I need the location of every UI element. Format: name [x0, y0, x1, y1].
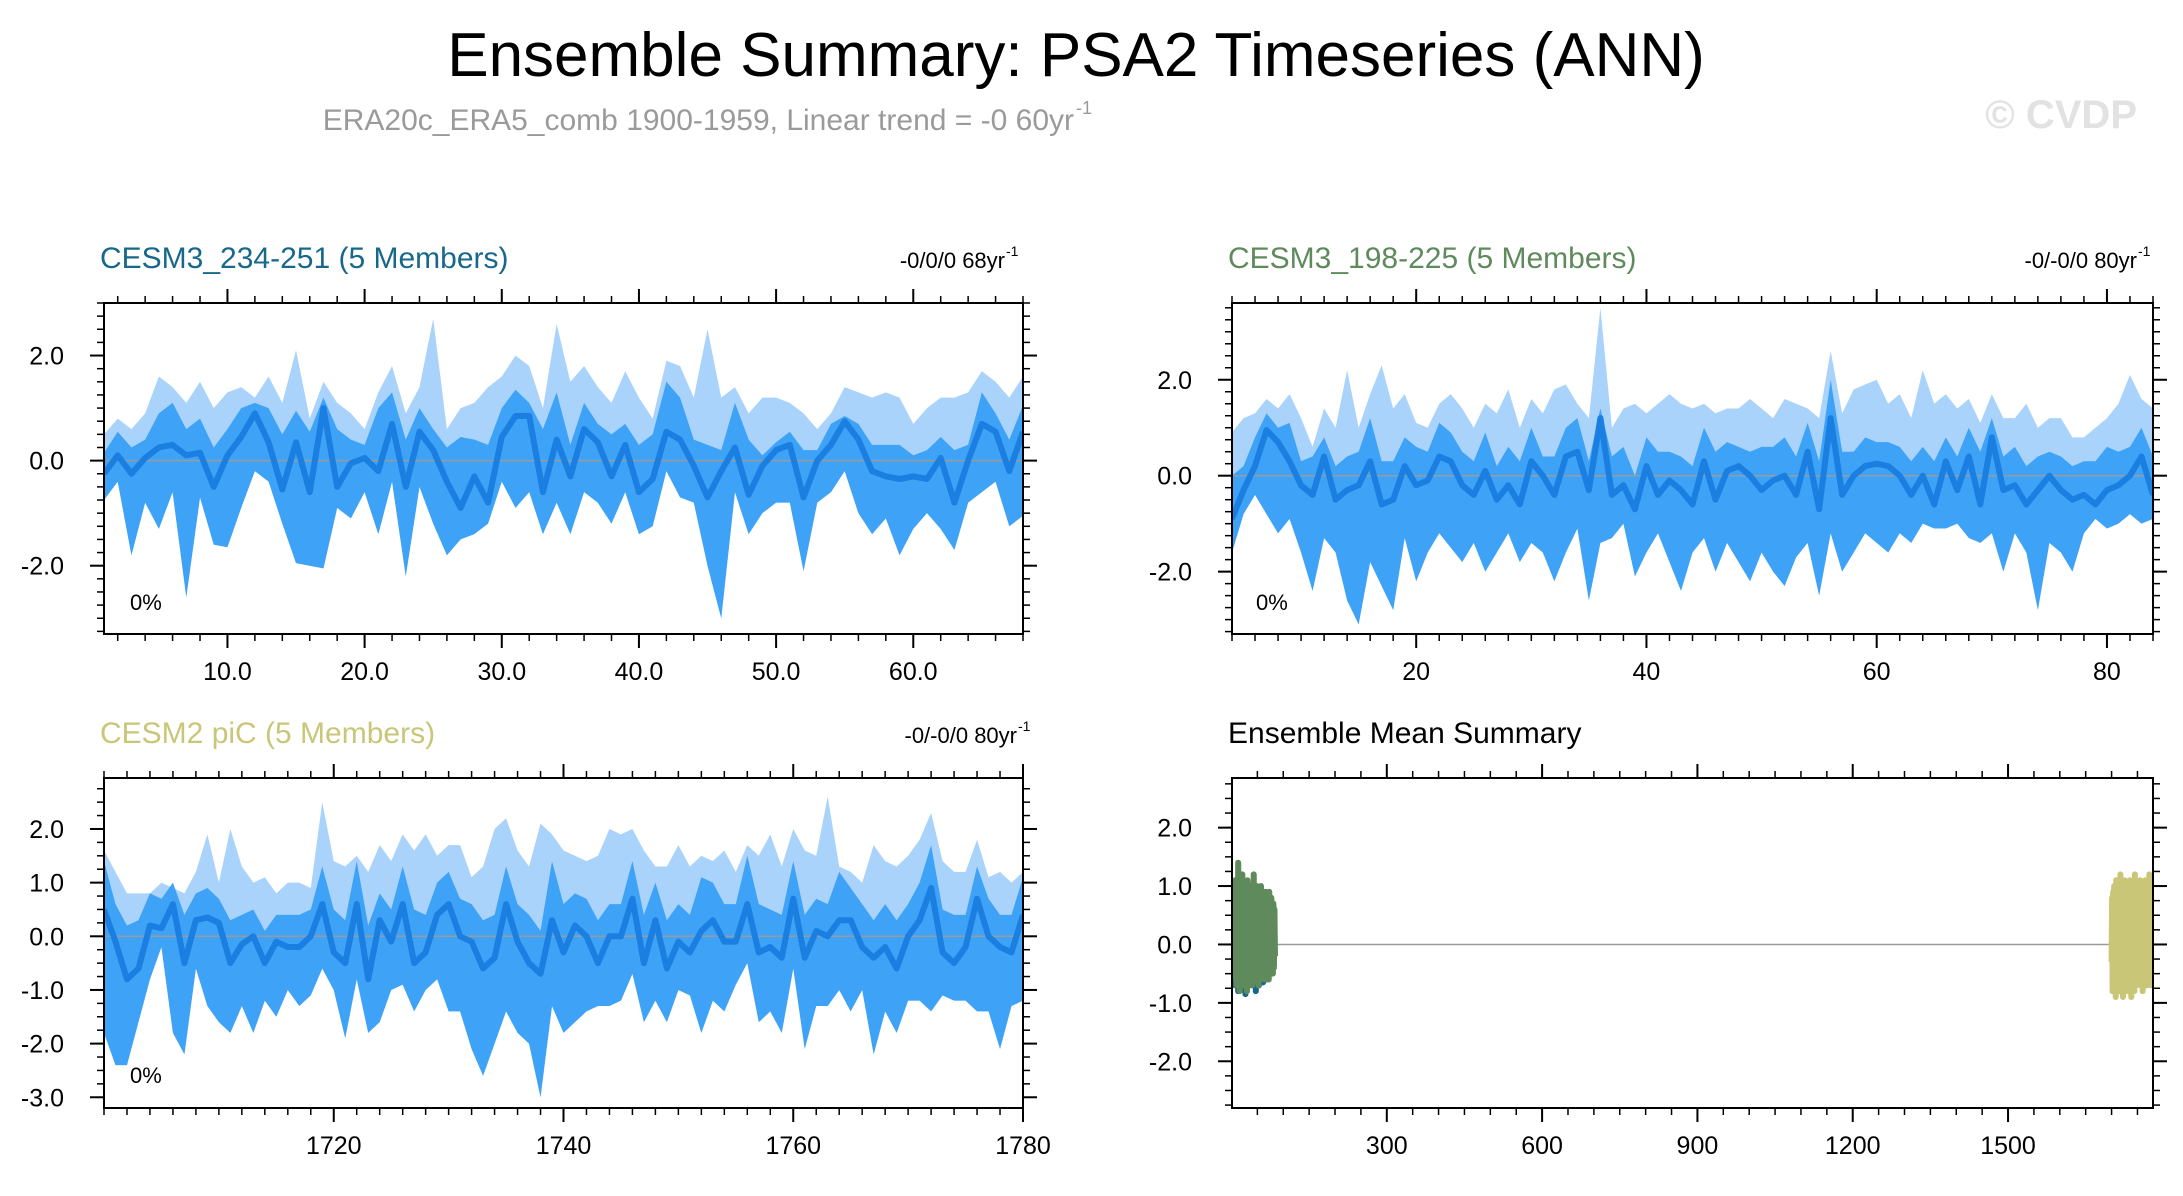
panel-ensemble-mean-summary: 300 600 900 1200 1500 -2.0 -1.0 0.0 1.0 2.0 Ensemb… — [1149, 717, 2167, 1160]
plot-area — [104, 318, 1023, 619]
y-tick-label: -3.0 — [21, 1084, 64, 1112]
x-tick-label: 600 — [1521, 1132, 1563, 1160]
y-tick-label: 0.0 — [1157, 931, 1192, 959]
x-tick-label: 60.0 — [889, 658, 938, 686]
figure-title: Ensemble Summary: PSA2 Timeseries (ANN) — [447, 21, 1705, 90]
panel-percent-label: 0% — [130, 1063, 162, 1088]
panel-trend: -0/-0/0 80yr — [905, 723, 1018, 748]
plot-area — [104, 796, 1023, 1098]
panel-title: CESM3_198-225 (5 Members) — [1228, 242, 1637, 275]
x-tick-label: 20 — [1402, 658, 1430, 686]
y-tick-label: 2.0 — [29, 343, 64, 371]
panel-trend-exponent: -1 — [2138, 243, 2151, 259]
y-tick-label: 2.0 — [1157, 815, 1192, 843]
mean-line-cesm3-198-225 — [1232, 859, 1278, 995]
y-tick-label: 2.0 — [1157, 367, 1192, 395]
panel-title: Ensemble Mean Summary — [1228, 717, 1581, 750]
panel-trend: -0/0/0 68yr — [900, 248, 1005, 273]
x-tick-label: 1760 — [765, 1132, 821, 1160]
panel-title: CESM2 piC (5 Members) — [100, 717, 435, 750]
y-tick-label: 0.0 — [29, 448, 64, 476]
panel-trend-exponent: -1 — [1018, 718, 1031, 734]
figure-subtitle-exponent: -1 — [1076, 98, 1092, 118]
x-tick-label: 1200 — [1825, 1132, 1881, 1160]
ensemble-mean-line — [104, 885, 1023, 983]
x-tick-label: 60 — [1863, 658, 1891, 686]
x-tick-label: 30.0 — [477, 658, 526, 686]
panel-trend: -0/-0/0 80yr — [2025, 248, 2138, 273]
plot-frame — [103, 302, 1024, 635]
y-tick-label: 0.0 — [1157, 463, 1192, 491]
x-tick-label: 40 — [1633, 658, 1661, 686]
y-tick-label: 1.0 — [29, 870, 64, 898]
y-tick-label: -2.0 — [1149, 1048, 1192, 1076]
panel-title: CESM3_234-251 (5 Members) — [100, 242, 509, 275]
mean-line-cesm2-pic — [2108, 871, 2153, 1001]
panel-cesm2-pic: 1720 1740 1760 1780 -3.0 -2.0 -1.0 0.0 1.0 2.0 CES… — [21, 717, 1051, 1160]
plot-area — [1232, 307, 2153, 625]
panel-percent-label: 0% — [1256, 590, 1288, 615]
x-tick-label: 10.0 — [203, 658, 252, 686]
panel-cesm3-234-251: 10.0 20.0 30.0 40.0 50.0 60.0 -2.0 0.0 2.0 CESM3_… — [21, 242, 1037, 686]
panel-trend-exponent: -1 — [1006, 243, 1019, 259]
panel-cesm3-198-225: 20 40 60 80 -2.0 0.0 2.0 CESM3_198-225 (5 Membe… — [1149, 242, 2167, 686]
y-tick-label: -2.0 — [1149, 559, 1192, 587]
x-tick-label: 20.0 — [340, 658, 389, 686]
x-tick-label: 40.0 — [615, 658, 664, 686]
plot-frame — [1231, 777, 2154, 1109]
x-tick-label: 50.0 — [752, 658, 801, 686]
y-tick-label: -2.0 — [21, 1031, 64, 1059]
x-tick-label: 900 — [1677, 1132, 1719, 1160]
y-tick-label: 0.0 — [29, 923, 64, 951]
x-tick-label: 300 — [1366, 1132, 1408, 1160]
x-tick-label: 1500 — [1980, 1132, 2036, 1160]
figure-subtitle: ERA20c_ERA5_comb 1900-1959, Linear trend… — [323, 104, 1074, 137]
x-tick-label: 1740 — [536, 1132, 592, 1160]
y-tick-label: -2.0 — [21, 553, 64, 581]
ensemble-mean-line — [104, 405, 1023, 511]
x-tick-label: 1780 — [995, 1132, 1051, 1160]
y-tick-label: 1.0 — [1157, 873, 1192, 901]
y-tick-label: 2.0 — [29, 816, 64, 844]
x-tick-label: 80 — [2093, 658, 2121, 686]
y-tick-label: -1.0 — [21, 977, 64, 1005]
cvdp-watermark: © CVDP — [1985, 93, 2137, 137]
ensemble-mean-line — [1232, 415, 2153, 520]
plot-area — [1232, 859, 2153, 1001]
x-tick-label: 1720 — [306, 1132, 362, 1160]
y-tick-label: -1.0 — [1149, 990, 1192, 1018]
panel-percent-label: 0% — [130, 590, 162, 615]
ensemble-range-inner — [104, 381, 1023, 619]
